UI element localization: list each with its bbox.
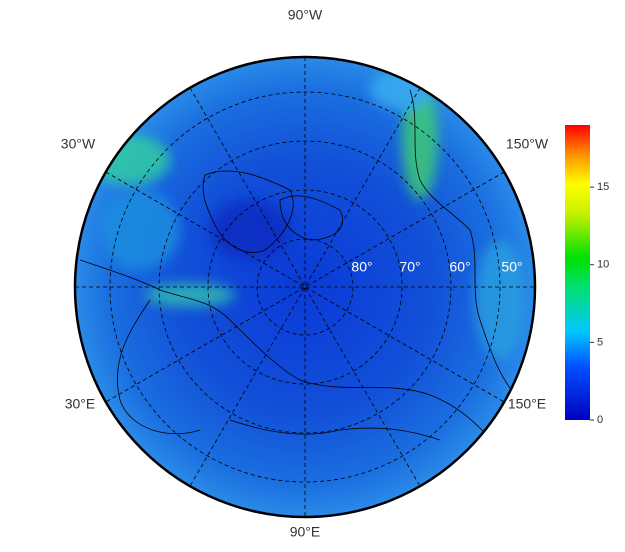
longitude-label: 90°W xyxy=(288,7,323,23)
latitude-label: 50° xyxy=(501,259,522,275)
longitude-label: 90°E xyxy=(290,524,321,540)
colorbar-tick-label: 5 xyxy=(597,336,603,348)
colorbar-tick-label: 0 xyxy=(597,414,603,426)
longitude-label: 30°W xyxy=(61,136,96,152)
colorbar-tick-label: 15 xyxy=(597,181,609,193)
latitude-label: 80° xyxy=(351,259,372,275)
latitude-label: 70° xyxy=(399,259,420,275)
colorbar xyxy=(565,125,590,420)
colorbar-tick-label: 10 xyxy=(597,259,609,271)
longitude-label: 150°E xyxy=(508,396,546,412)
map-border xyxy=(73,55,537,519)
graticule xyxy=(75,57,535,517)
longitude-label: 150°W xyxy=(506,136,549,152)
latitude-label: 60° xyxy=(449,259,470,275)
field xyxy=(75,57,535,517)
colorbar-axis: 0 5 10 15 xyxy=(590,181,609,426)
longitude-label: 30°E xyxy=(65,396,96,412)
